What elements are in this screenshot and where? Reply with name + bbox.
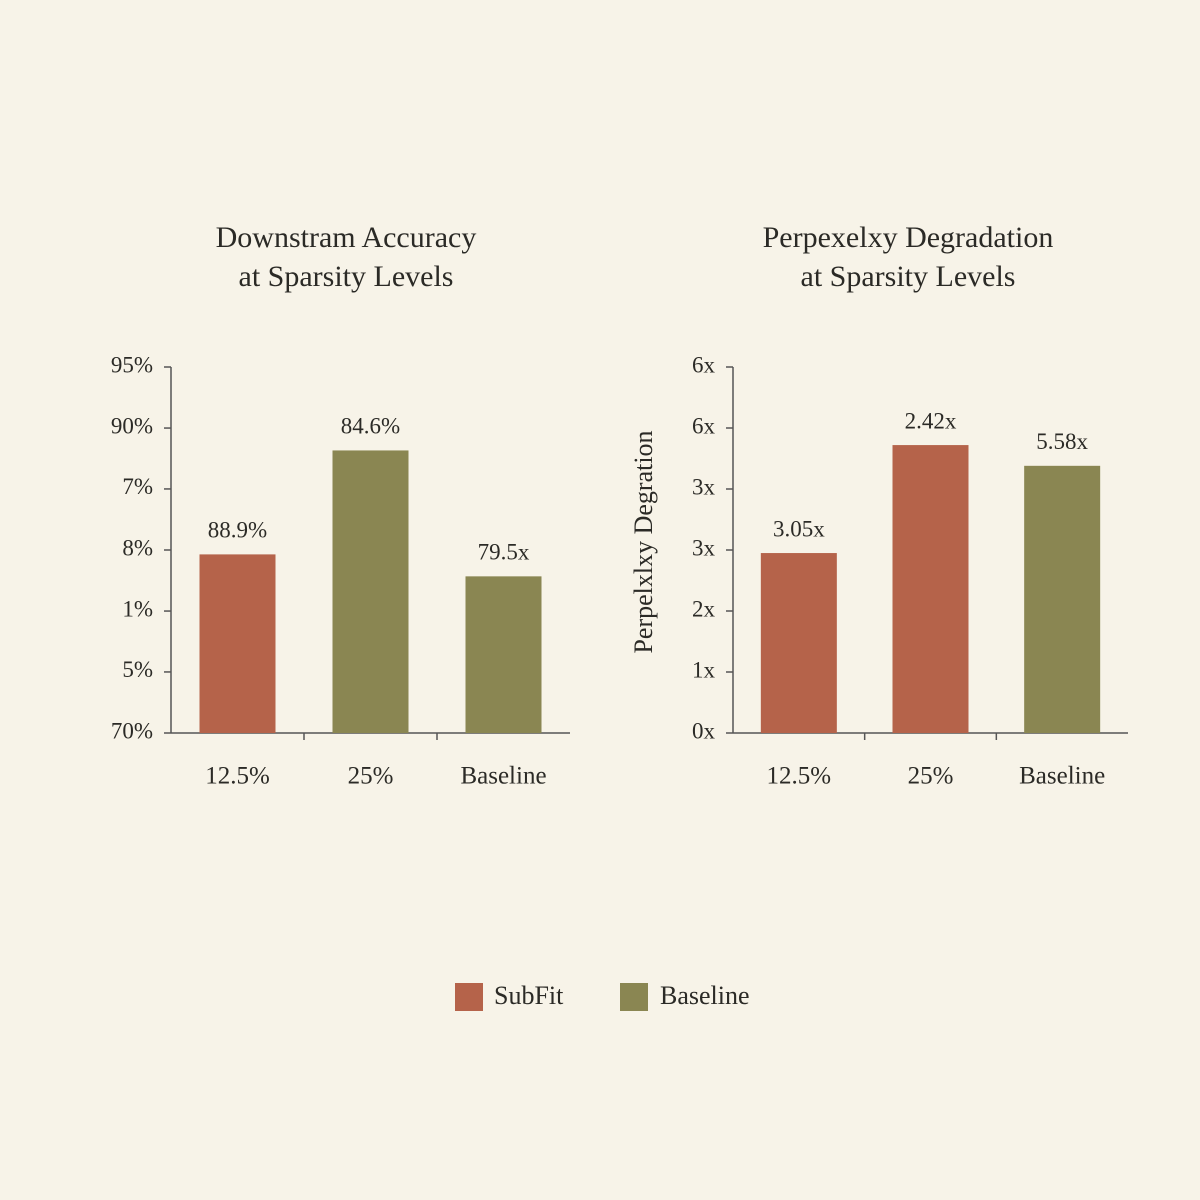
y-tick-label: 7% xyxy=(122,474,153,499)
data-label: 3.05x xyxy=(773,516,825,541)
y-tick-label: 70% xyxy=(111,718,153,743)
y-tick-label: 0x xyxy=(692,718,716,743)
legend-label: SubFit xyxy=(494,981,564,1010)
bar xyxy=(465,576,542,733)
x-tick-label: 25% xyxy=(348,763,394,790)
y-tick-label: 1x xyxy=(692,657,716,682)
bar xyxy=(760,553,837,733)
y-tick-label: 8% xyxy=(122,535,153,560)
data-label: 88.9% xyxy=(208,518,267,543)
chart-title: Downstram Accuracy xyxy=(216,221,477,254)
x-tick-label: 12.5% xyxy=(767,763,832,790)
y-tick-label: 2x xyxy=(692,596,716,621)
chart-title: Perpexelxy Degradation xyxy=(763,221,1054,254)
x-tick-label: Baseline xyxy=(1019,763,1105,790)
legend-label: Baseline xyxy=(660,981,750,1010)
bar xyxy=(199,554,276,733)
y-tick-label: 3x xyxy=(692,474,716,499)
chart-title: at Sparsity Levels xyxy=(239,260,454,293)
legend-swatch xyxy=(455,983,483,1011)
legend-swatch xyxy=(620,983,648,1011)
x-tick-label: Baseline xyxy=(460,763,546,790)
y-tick-label: 95% xyxy=(111,352,153,377)
y-tick-label: 6x xyxy=(692,352,716,377)
x-tick-label: 25% xyxy=(908,763,954,790)
data-label: 5.58x xyxy=(1036,429,1088,454)
y-tick-label: 5% xyxy=(122,657,153,682)
bar xyxy=(1024,465,1101,733)
chart-title: at Sparsity Levels xyxy=(801,260,1016,293)
data-label: 84.6% xyxy=(341,414,400,439)
y-tick-label: 1% xyxy=(122,596,153,621)
data-label: 79.5x xyxy=(478,540,530,565)
bar xyxy=(892,445,969,733)
y-axis-label: Perpelxlxy Degration xyxy=(629,430,658,653)
bar xyxy=(332,450,409,733)
y-tick-label: 6x xyxy=(692,413,716,438)
y-tick-label: 90% xyxy=(111,413,153,438)
data-label: 2.42x xyxy=(905,408,957,433)
y-tick-label: 3x xyxy=(692,535,716,560)
x-tick-label: 12.5% xyxy=(205,763,270,790)
